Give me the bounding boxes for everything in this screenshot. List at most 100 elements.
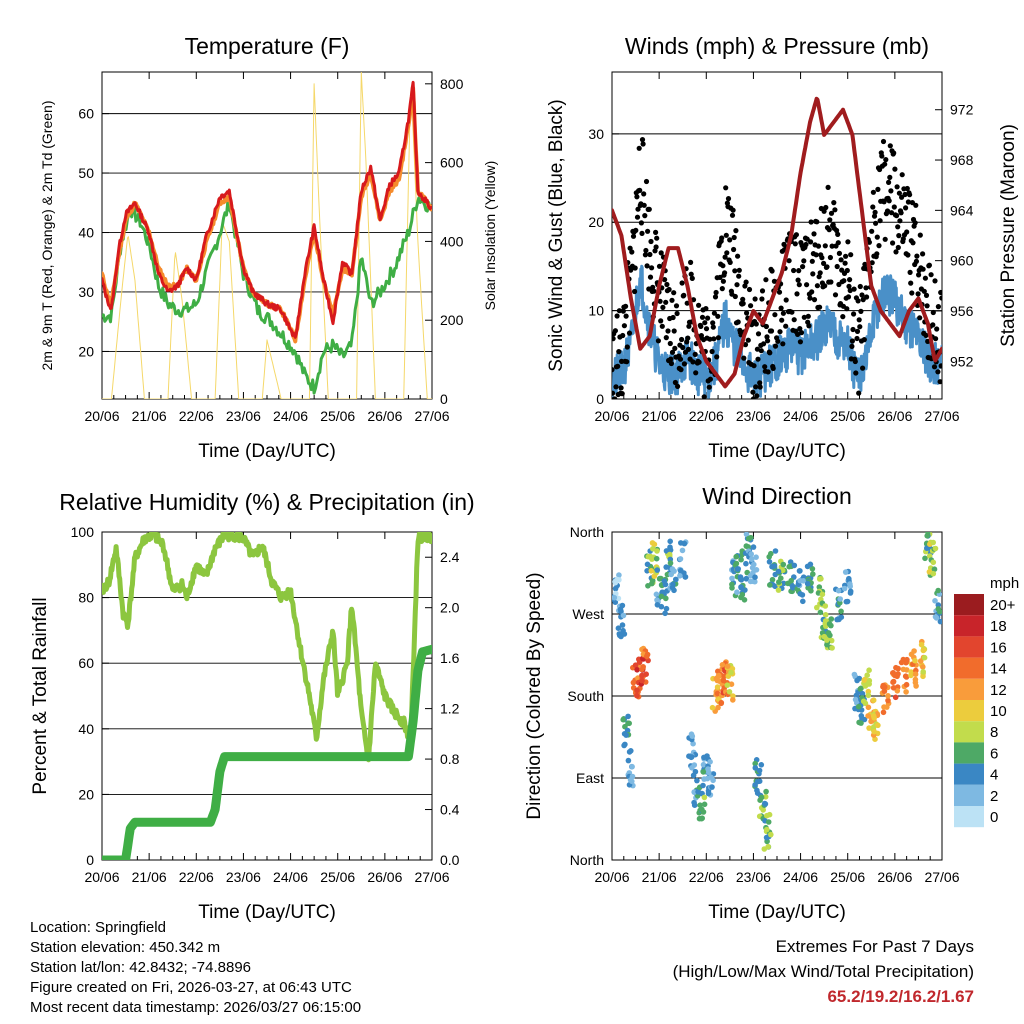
gust-point bbox=[891, 150, 897, 156]
direction-point bbox=[790, 584, 796, 591]
chart-title: Temperature (F) bbox=[185, 33, 350, 59]
gust-point bbox=[864, 294, 870, 300]
direction-point bbox=[921, 654, 928, 661]
direction-point bbox=[748, 551, 754, 557]
gust-point bbox=[884, 208, 891, 214]
series-wind-direction bbox=[612, 532, 942, 852]
direction-point bbox=[700, 782, 706, 789]
gust-point bbox=[816, 274, 822, 280]
gust-point bbox=[717, 274, 723, 280]
gust-point bbox=[800, 264, 806, 270]
gust-point bbox=[743, 279, 749, 285]
gust-point bbox=[822, 283, 828, 289]
direction-point bbox=[644, 651, 651, 658]
gust-point bbox=[903, 205, 909, 211]
gust-point bbox=[771, 278, 778, 284]
gust-point bbox=[798, 330, 805, 336]
gust-point bbox=[844, 306, 850, 312]
gust-point bbox=[886, 179, 892, 185]
legend-label: 16 bbox=[990, 639, 1007, 656]
gust-point bbox=[907, 192, 913, 198]
direction-point bbox=[612, 579, 619, 586]
direction-point bbox=[912, 657, 918, 664]
speed-legend: mph 20+ 18 16 14 12 10 8 6 4 2 0 bbox=[954, 575, 1019, 828]
gust-point bbox=[624, 344, 630, 350]
gust-point bbox=[862, 261, 868, 267]
y-tick-label: North bbox=[570, 524, 604, 540]
gust-point bbox=[877, 218, 883, 224]
y2-tick-label: 200 bbox=[440, 312, 464, 328]
gust-point bbox=[847, 287, 853, 294]
y-tick-label: 50 bbox=[78, 165, 94, 181]
direction-point bbox=[865, 692, 872, 699]
direction-point bbox=[768, 550, 774, 557]
gust-point bbox=[845, 239, 851, 245]
direction-point bbox=[763, 788, 769, 795]
gust-point bbox=[793, 232, 800, 238]
direction-point bbox=[881, 684, 888, 690]
gust-point bbox=[926, 262, 933, 268]
x-tick-label: 27/06 bbox=[924, 869, 959, 885]
gust-point bbox=[677, 356, 684, 362]
x-tick-label: 22/06 bbox=[179, 869, 214, 885]
direction-point bbox=[752, 760, 758, 767]
gust-point bbox=[887, 143, 893, 149]
gust-point bbox=[908, 280, 914, 286]
gust-point bbox=[753, 384, 759, 390]
gust-point bbox=[913, 258, 920, 264]
direction-point bbox=[629, 773, 636, 780]
direction-point bbox=[698, 815, 705, 822]
y-axis-label: Sonic Wind & Gust (Blue, Black) bbox=[546, 99, 567, 371]
gust-point bbox=[758, 348, 764, 354]
y-tick-label: 20 bbox=[78, 343, 94, 359]
direction-point bbox=[616, 572, 622, 578]
direction-point bbox=[822, 612, 829, 618]
gust-point bbox=[632, 288, 638, 295]
y2-tick-label: 0.4 bbox=[440, 802, 460, 818]
gust-point bbox=[645, 228, 651, 234]
gust-point bbox=[806, 323, 812, 329]
legend-swatch bbox=[954, 657, 984, 679]
gust-point bbox=[612, 396, 618, 399]
gust-point bbox=[646, 206, 652, 212]
direction-point bbox=[761, 846, 768, 852]
gust-point bbox=[750, 389, 756, 395]
direction-point bbox=[894, 688, 901, 694]
direction-point bbox=[814, 604, 820, 611]
direction-point bbox=[912, 671, 919, 677]
gust-point bbox=[915, 291, 921, 297]
x-tick-label: 23/06 bbox=[226, 408, 261, 424]
x-tick-label: 24/06 bbox=[783, 869, 818, 885]
direction-point bbox=[700, 769, 707, 775]
gust-point bbox=[680, 344, 686, 351]
direction-point bbox=[709, 784, 715, 790]
gust-point bbox=[623, 303, 629, 309]
gust-point bbox=[829, 243, 835, 249]
direction-point bbox=[701, 776, 707, 782]
direction-point bbox=[677, 556, 684, 562]
direction-point bbox=[743, 560, 749, 567]
direction-point bbox=[835, 587, 842, 594]
gust-point bbox=[688, 259, 694, 265]
gust-point bbox=[642, 252, 649, 258]
gust-point bbox=[905, 252, 911, 258]
gust-point bbox=[924, 303, 930, 309]
gust-point bbox=[909, 290, 915, 296]
gust-point bbox=[887, 174, 893, 180]
gust-point bbox=[791, 267, 797, 274]
y2-tick-label: 960 bbox=[950, 253, 974, 269]
direction-point bbox=[838, 614, 845, 620]
gust-point bbox=[727, 259, 733, 265]
gust-point bbox=[685, 335, 691, 341]
gust-point bbox=[855, 298, 861, 304]
x-tick-label: 26/06 bbox=[877, 869, 912, 885]
direction-point bbox=[818, 576, 824, 582]
direction-point bbox=[668, 571, 674, 578]
direction-point bbox=[769, 576, 776, 583]
gust-point bbox=[635, 206, 641, 212]
direction-point bbox=[667, 544, 673, 550]
gust-point bbox=[748, 303, 754, 309]
gust-point bbox=[689, 275, 695, 281]
gust-point bbox=[707, 376, 714, 382]
gust-point bbox=[810, 271, 816, 277]
